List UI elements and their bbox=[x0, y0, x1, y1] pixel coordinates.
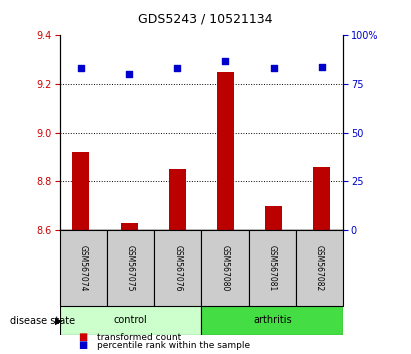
Bar bbox=[314, 167, 330, 230]
Bar bbox=[107, 230, 154, 306]
Point bbox=[222, 58, 229, 63]
Point bbox=[319, 64, 325, 69]
Bar bbox=[154, 230, 201, 306]
Point bbox=[78, 65, 84, 71]
Point bbox=[174, 65, 180, 71]
Bar bbox=[217, 72, 234, 230]
Text: GSM567081: GSM567081 bbox=[268, 245, 277, 291]
Text: GDS5243 / 10521134: GDS5243 / 10521134 bbox=[138, 12, 273, 25]
Bar bbox=[201, 230, 249, 306]
Point bbox=[270, 65, 277, 71]
Text: control: control bbox=[113, 315, 148, 325]
Bar bbox=[201, 306, 343, 335]
Bar bbox=[60, 306, 201, 335]
Bar bbox=[249, 230, 296, 306]
Bar bbox=[265, 206, 282, 230]
Bar bbox=[60, 230, 107, 306]
Text: ■: ■ bbox=[78, 341, 88, 350]
Text: GSM567080: GSM567080 bbox=[221, 245, 229, 291]
Text: arthritis: arthritis bbox=[253, 315, 291, 325]
Text: ■: ■ bbox=[78, 332, 88, 342]
Text: GSM567082: GSM567082 bbox=[315, 245, 324, 291]
Text: percentile rank within the sample: percentile rank within the sample bbox=[97, 342, 250, 350]
Text: GSM567074: GSM567074 bbox=[79, 245, 88, 291]
Bar bbox=[121, 223, 138, 230]
Bar bbox=[72, 152, 89, 230]
Text: GSM567075: GSM567075 bbox=[126, 245, 135, 291]
Point bbox=[126, 72, 132, 77]
Text: ▶: ▶ bbox=[55, 316, 62, 326]
Bar bbox=[169, 169, 186, 230]
Bar bbox=[296, 230, 343, 306]
Text: GSM567076: GSM567076 bbox=[173, 245, 182, 291]
Text: transformed count: transformed count bbox=[97, 333, 181, 342]
Text: disease state: disease state bbox=[10, 316, 75, 326]
